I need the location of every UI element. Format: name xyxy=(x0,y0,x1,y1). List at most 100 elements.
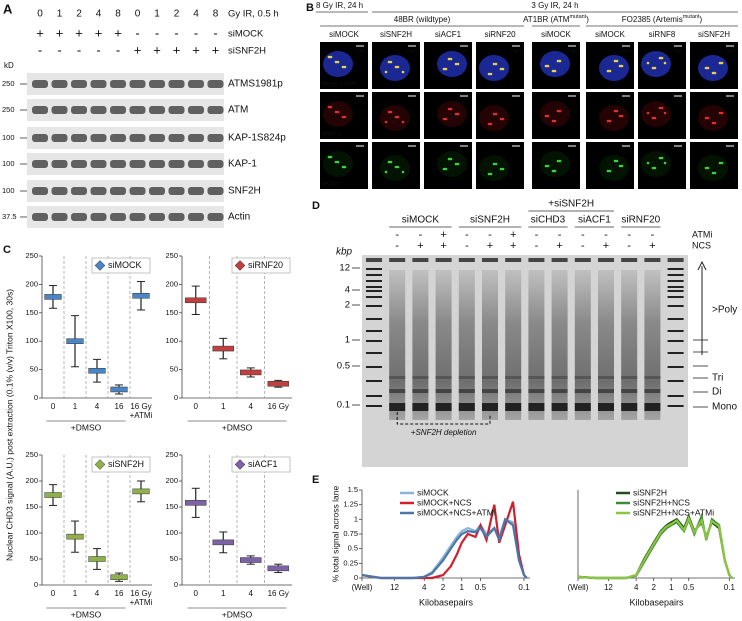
ladder-band xyxy=(667,296,684,298)
sign: - xyxy=(627,240,631,252)
well xyxy=(366,258,382,262)
focus xyxy=(660,106,664,110)
band xyxy=(621,389,638,393)
legend-label: siSNF2H xyxy=(633,487,667,497)
y-tick-label: 50 xyxy=(170,365,178,374)
focus xyxy=(454,112,458,116)
mean-bar xyxy=(110,574,128,580)
well xyxy=(667,258,684,262)
nucleus xyxy=(323,101,353,127)
focus xyxy=(334,110,338,114)
focus xyxy=(544,64,548,68)
ladder-band xyxy=(667,305,684,307)
focus xyxy=(334,160,338,164)
focus xyxy=(442,167,446,171)
y-tick-label: 150 xyxy=(25,502,38,511)
mean-bar xyxy=(66,338,84,344)
focus xyxy=(487,172,491,176)
x-tick-label: 1 xyxy=(73,589,78,598)
focus xyxy=(553,69,557,73)
series-line xyxy=(577,512,733,580)
ladder-band xyxy=(366,305,382,307)
focus xyxy=(501,67,505,71)
column-label: siRNF20 xyxy=(484,30,516,39)
cell-line-suffix: ) xyxy=(700,15,703,24)
band xyxy=(389,376,406,379)
size-label: Tri xyxy=(712,373,723,384)
nucleus xyxy=(599,55,629,81)
sign: - xyxy=(155,25,159,40)
x-axis-label: +DMSO xyxy=(71,422,102,432)
focus xyxy=(706,116,710,120)
ladder-band xyxy=(366,330,382,332)
cell-line: FO2385 (Artemismutant) xyxy=(622,14,703,24)
band xyxy=(482,389,498,393)
nucleus xyxy=(641,151,671,177)
x-tick-label: 16 Gy xyxy=(130,402,151,411)
well xyxy=(505,258,522,262)
focus xyxy=(658,56,662,60)
nucleus xyxy=(380,105,410,131)
focus xyxy=(447,107,451,111)
cell-line-suffix: ) xyxy=(586,15,589,24)
focus xyxy=(343,65,347,69)
band xyxy=(207,213,224,221)
column-label: siSNF2H xyxy=(698,30,730,39)
group-label: siACF1 xyxy=(578,215,611,226)
mean-bar xyxy=(44,492,62,498)
mean-bar xyxy=(185,297,207,304)
band xyxy=(90,80,107,88)
focus xyxy=(329,105,333,109)
focus xyxy=(501,117,505,121)
well xyxy=(551,258,568,262)
sign: - xyxy=(213,25,217,40)
scale-label: 5 µm xyxy=(407,48,417,53)
series-line xyxy=(577,515,733,580)
x-tick-label: 1 xyxy=(669,583,674,592)
y-axis-label: Nuclear CHD3 signal (A.U.) post extracti… xyxy=(4,289,14,561)
sign: - xyxy=(57,42,61,57)
lane xyxy=(621,270,638,420)
band xyxy=(188,134,204,142)
mean-bar xyxy=(267,381,289,387)
focus xyxy=(394,115,398,119)
nucleus xyxy=(540,51,570,77)
band xyxy=(51,134,68,142)
ladder-band xyxy=(667,318,684,320)
band xyxy=(168,213,185,221)
focus xyxy=(394,165,398,169)
ladder-band xyxy=(667,405,684,407)
mean-bar xyxy=(66,533,84,540)
well xyxy=(458,258,475,262)
lane xyxy=(482,270,498,420)
focus xyxy=(442,117,446,121)
y-tick-label: 1.25 xyxy=(343,500,358,509)
well xyxy=(389,258,406,262)
x-axis-label: +DMSO xyxy=(71,609,102,619)
cell-line: 48BR (wildtype) xyxy=(394,15,451,24)
focus xyxy=(489,72,493,76)
scale-label: 5 µm xyxy=(621,48,631,53)
column-label: siRNF8 xyxy=(649,30,676,39)
band xyxy=(188,80,204,88)
ladder-label: 0.1 xyxy=(337,400,350,411)
focus xyxy=(718,61,722,65)
condition: 3 Gy IR, 24 h xyxy=(531,1,578,10)
ladder-band xyxy=(366,318,382,320)
band xyxy=(51,80,68,88)
well xyxy=(482,258,498,262)
band xyxy=(528,376,545,379)
ladder-label: 2 xyxy=(345,300,350,311)
sign: - xyxy=(627,229,631,241)
band xyxy=(129,213,146,221)
focus xyxy=(556,159,560,163)
dose-label: 4 xyxy=(193,9,199,20)
ladder-band xyxy=(667,366,684,368)
sign: - xyxy=(488,229,492,241)
focus xyxy=(620,64,624,68)
mean-bar xyxy=(132,293,150,299)
focus xyxy=(660,56,664,60)
nucleus xyxy=(599,105,629,131)
focus xyxy=(711,71,715,75)
